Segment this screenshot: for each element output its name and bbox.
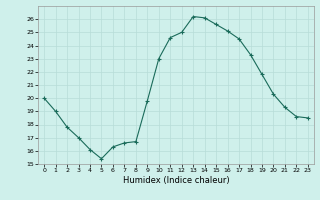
X-axis label: Humidex (Indice chaleur): Humidex (Indice chaleur): [123, 176, 229, 185]
